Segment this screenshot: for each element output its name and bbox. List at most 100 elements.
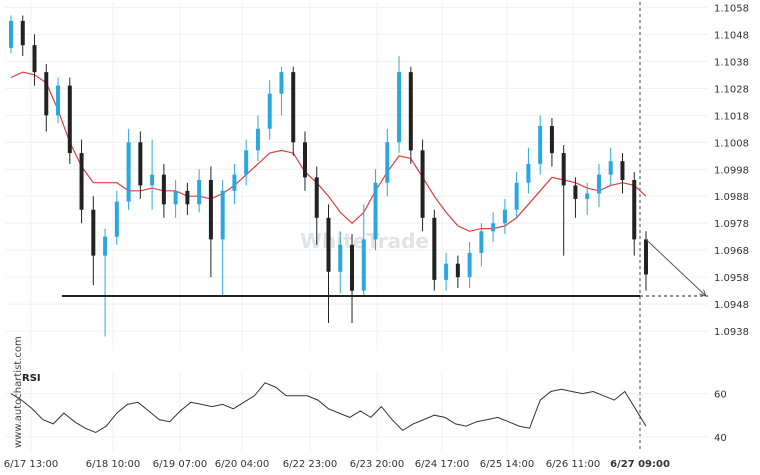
rsi-tick-label: 40 [714,433,727,444]
candle-body [561,153,566,186]
rsi-tick-label: 60 [714,390,727,401]
forecast-arrow-line [645,239,707,297]
candle [279,66,284,116]
candle [267,80,272,140]
candle-body [420,150,425,218]
time-tick-label: 6/25 14:00 [480,459,534,470]
candle-body [208,180,213,240]
candle [514,171,519,218]
candle [561,144,566,256]
price-tick-label: 1.1008 [714,138,749,149]
candle [185,182,190,216]
time-tick-label: 6/18 10:00 [86,459,140,470]
candle [138,131,143,199]
candle [502,198,507,234]
candle-body [44,72,49,116]
candle [467,242,472,288]
candle-body [185,190,190,205]
rsi-line [10,382,647,434]
time-tick-label: 6/19 07:00 [153,459,207,470]
candle-body [267,93,272,129]
candle-body [56,85,61,116]
time-tick-label: 6/27 09:00 [610,459,670,470]
candle [526,147,531,194]
candle [608,147,613,186]
rsi-panel: RSI 60 40 [5,373,727,444]
candle-body [220,190,225,240]
candle-body [361,239,366,291]
price-tick-label: 1.0948 [714,300,749,311]
candle-body [549,126,554,154]
time-tick-label: 6/17 13:00 [4,459,58,470]
candle-body [232,174,237,191]
candle [79,139,84,224]
candle-body [596,174,601,194]
candle [549,118,554,167]
candles-layer [9,15,648,337]
candle [573,177,578,218]
time-tick-label: 6/20 04:00 [215,459,269,470]
candle [432,209,437,291]
candle-body [467,252,472,278]
candle-body [373,182,378,240]
candle [255,115,260,162]
candle [9,15,13,54]
price-tick-label: 1.1058 [714,3,749,14]
candle [244,139,249,186]
candle-body [291,72,296,143]
candle-body [350,244,355,291]
candle-body [502,209,507,224]
candle [44,64,49,132]
price-tick-label: 1.1048 [714,30,749,41]
candle [326,204,331,324]
vertical-watermark: www.autochartist.com [13,336,24,448]
candle [220,180,225,297]
candle [491,212,496,243]
candle-body [538,126,543,164]
candle [291,66,296,156]
grid-layer [5,2,708,452]
moving-average-line [10,71,647,232]
candle-body [479,231,484,253]
candle-body [161,174,166,205]
candle-body [608,161,613,175]
candle-body [397,72,402,143]
time-tick-label: 6/23 20:00 [350,459,404,470]
candle [385,128,390,197]
candle-body [326,217,331,272]
candle [479,223,484,267]
candle [114,190,119,245]
candle [632,171,637,256]
candle [32,34,37,86]
price-tick-label: 1.0988 [714,192,749,203]
candle [20,15,25,56]
candle-body [197,180,202,205]
candle [56,77,61,124]
candle [444,252,449,291]
candle [302,131,307,191]
candle [361,204,366,297]
price-axis: 1.1058 1.1048 1.1038 1.1028 1.1018 1.1008 1.09… [714,3,749,338]
candle [373,169,378,251]
candle [397,55,402,154]
candle-body [432,217,437,280]
candle-body [20,20,25,46]
candle-body [138,142,143,186]
price-tick-label: 1.1038 [714,57,749,68]
candle-body [620,161,625,181]
candle-body [114,201,119,237]
candle-body [79,153,84,210]
candle-body [455,263,460,278]
candle-body [514,182,519,210]
candle-body [150,174,155,186]
candle-body [632,180,637,240]
candle-body [338,244,343,272]
candle-body [408,72,413,151]
price-tick-label: 1.1018 [714,111,749,122]
candle-body [67,85,72,154]
candle [314,166,319,245]
candle-body [173,190,178,205]
price-tick-label: 1.0998 [714,165,749,176]
time-tick-label: 6/26 11:00 [546,459,600,470]
price-tick-label: 1.0968 [714,246,749,257]
